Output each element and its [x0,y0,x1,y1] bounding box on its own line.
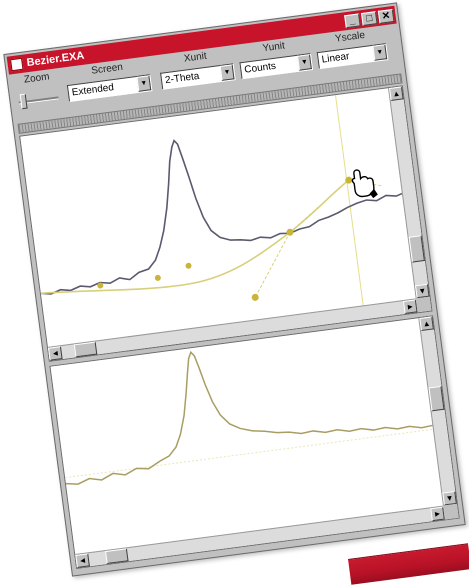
control-point[interactable] [154,274,161,282]
control-handle-line [289,179,350,233]
minimize-button[interactable]: _ [344,12,361,28]
raw-data-line [40,139,404,295]
yscale-group: Yscale Linear ▼ [315,27,389,70]
close-button[interactable]: ✕ [377,8,395,24]
scroll-corner [442,503,459,520]
maximize-button[interactable]: □ [360,10,378,26]
yscale-dropdown-value: Linear [321,51,351,66]
app-icon [10,57,24,72]
upper-plot-panel[interactable]: ▲ ▼ ◄ ► [19,85,433,362]
baseline-line [65,428,435,479]
yunit-dropdown[interactable]: Counts ▼ [239,53,314,80]
zoom-slider-thumb[interactable] [19,93,28,110]
application-window: Bezier.EXA _ □ ✕ Zoom Screen Extended ▼ [3,2,466,577]
chevron-down-icon[interactable]: ▼ [219,64,235,81]
upper-plot[interactable] [20,88,417,348]
zoom-group: Zoom [15,70,62,113]
difference-profile-line [65,350,434,485]
scroll-left-button[interactable]: ◄ [75,553,90,568]
chevron-down-icon[interactable]: ▼ [297,54,312,71]
scroll-thumb[interactable] [408,235,425,263]
yunit-dropdown-value: Counts [243,60,277,76]
xunit-dropdown-value: 2-Theta [164,70,201,87]
zoom-slider[interactable] [17,86,60,113]
control-handle-line [254,232,291,298]
hand-pointer-icon [351,169,378,199]
control-point[interactable] [286,228,294,236]
yunit-group: Yunit Counts ▼ [237,37,314,80]
screen-dropdown-value: Extended [71,82,115,99]
scroll-up-button[interactable]: ▲ [419,316,434,332]
lower-plot-panel[interactable]: ▲ ▼ ◄ ► [49,315,460,570]
scroll-thumb[interactable] [105,548,129,565]
scroll-corner [415,296,432,313]
chevron-down-icon[interactable]: ▼ [136,75,152,92]
scroll-left-button[interactable]: ◄ [48,346,63,361]
scroll-thumb[interactable] [73,341,98,358]
lower-plot [65,350,435,485]
control-point[interactable] [345,176,353,184]
scroll-thumb[interactable] [428,385,445,412]
control-point[interactable] [185,262,192,269]
second-window-titlebar-edge [348,543,469,585]
control-point[interactable] [97,282,104,289]
chevron-down-icon[interactable]: ▼ [372,44,388,61]
xunit-group: Xunit 2-Theta ▼ [158,47,236,90]
yscale-dropdown[interactable]: Linear ▼ [316,43,389,70]
cursor-vertical-line [335,95,364,307]
control-point[interactable] [251,293,259,301]
scroll-up-button[interactable]: ▲ [389,86,404,101]
